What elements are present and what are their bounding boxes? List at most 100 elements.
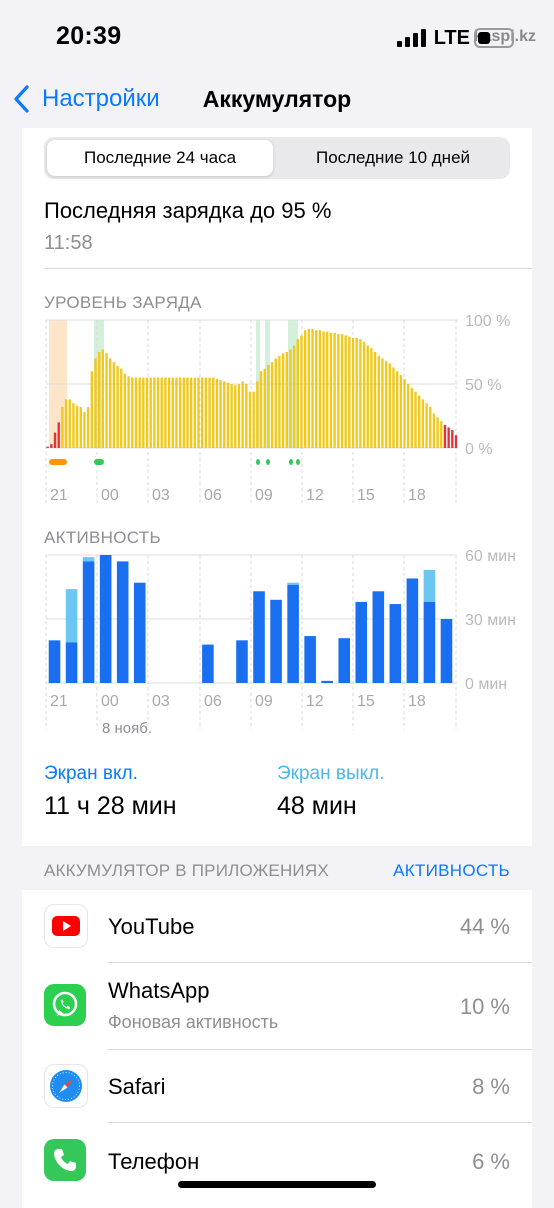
app-name: YouTube (108, 914, 195, 939)
app-percent: 6 % (472, 1149, 510, 1174)
screen-on-label: Экран вкл. (44, 763, 138, 784)
charging-indicator (94, 459, 104, 465)
x-tick-label: 03 (152, 693, 170, 710)
battery-bar (72, 403, 75, 448)
battery-bar (384, 360, 388, 448)
app-subtitle: Фоновая активность (108, 1012, 279, 1032)
last-charge-time: 11:58 (44, 232, 93, 254)
battery-bar (425, 403, 428, 448)
battery-bar (109, 358, 112, 448)
activity-bar-screen-on (406, 578, 419, 683)
battery-bar (57, 422, 60, 448)
app-row-safari[interactable]: Safari 8 % (22, 1050, 532, 1122)
x-tick-label: 21 (50, 487, 68, 504)
y-tick-label: 60 мин (465, 548, 516, 565)
battery-bar (61, 407, 64, 448)
x-tick-label: 00 (101, 487, 119, 504)
battery-bar (94, 358, 97, 448)
x-tick-label: 06 (204, 693, 222, 710)
app-row-phone[interactable]: Телефон 6 % (22, 1123, 532, 1195)
segment-last-24h[interactable]: Последние 24 часа (47, 140, 273, 176)
battery-bar (208, 377, 211, 448)
battery-bar (344, 335, 347, 448)
battery-bar (285, 352, 288, 448)
battery-bar (381, 358, 384, 448)
app-name: Телефон (108, 1149, 200, 1174)
battery-bar (351, 337, 355, 448)
battery-bar (429, 407, 432, 448)
battery-bar (289, 349, 292, 448)
app-row-youtube[interactable]: YouTube 44 % (22, 890, 532, 962)
battery-bar (410, 387, 414, 448)
divider (108, 1049, 532, 1050)
battery-bar (138, 377, 141, 448)
y-tick-label: 0 % (465, 441, 493, 458)
battery-bar (241, 381, 244, 448)
activity-bar-screen-off (423, 569, 436, 602)
battery-bar (149, 377, 152, 448)
activity-chart: 60 мин 30 мин 0 мин 21 00 03 06 09 12 15 18 (45, 548, 516, 730)
battery-bar (142, 377, 145, 448)
activity-bar-screen-on (338, 638, 351, 683)
app-percent: 44 % (459, 914, 510, 939)
segment-last-10d[interactable]: Последние 10 дней (315, 148, 471, 167)
battery-bar (395, 371, 399, 448)
battery-bar (315, 330, 318, 448)
activity-bar-screen-on (116, 561, 129, 683)
status-time: 20:39 (56, 22, 122, 50)
x-tick-label: 18 (408, 487, 426, 504)
activity-title: АКТИВНОСТЬ (44, 528, 161, 547)
battery-bar (68, 399, 71, 448)
battery-bar (263, 368, 266, 448)
battery-bar (171, 377, 174, 448)
battery-bar (212, 377, 215, 448)
back-label: Настройки (42, 85, 160, 112)
date-label: 8 нояб. (102, 720, 153, 737)
app-row-whatsapp[interactable]: WhatsApp Фоновая активность 10 % (22, 963, 532, 1049)
battery-bar (407, 384, 410, 448)
battery-bar (399, 375, 403, 448)
battery-bar (215, 378, 219, 448)
battery-bar (120, 368, 123, 448)
battery-bar (226, 382, 230, 448)
charging-indicator (256, 459, 260, 465)
battery-bar (392, 367, 395, 448)
apps-section-header: АККУМУЛЯТОР В ПРИЛОЖЕНИЯХ (44, 861, 329, 880)
battery-bar (145, 377, 149, 448)
battery-bar (370, 348, 373, 448)
activity-bar-screen-on (440, 619, 453, 683)
activity-bar-screen-off (287, 582, 299, 585)
activity-bar-screen-on (304, 636, 316, 683)
x-tick-label: 21 (50, 693, 68, 710)
battery-bar (193, 377, 197, 448)
battery-bar (197, 377, 200, 448)
home-indicator[interactable] (178, 1181, 376, 1188)
battery-bar (160, 377, 163, 448)
back-button[interactable]: Настройки (12, 84, 160, 114)
battery-bar (131, 377, 134, 448)
battery-bar (248, 391, 252, 448)
battery-bar (182, 377, 185, 448)
battery-bar (245, 384, 248, 448)
battery-bar (377, 355, 380, 448)
battery-bar (337, 334, 340, 448)
activity-bar-screen-off (82, 557, 95, 562)
battery-bar (300, 335, 303, 448)
battery-bar (366, 345, 369, 448)
battery-bar (414, 391, 417, 448)
chevron-left-icon (14, 85, 29, 113)
app-percent: 8 % (472, 1074, 510, 1099)
activity-bar-screen-on (372, 591, 385, 683)
battery-bar (307, 328, 311, 448)
charging-indicator (296, 459, 300, 465)
battery-bar (167, 377, 171, 448)
battery-bar (388, 363, 391, 448)
battery-bar (348, 336, 351, 448)
battery-bar (164, 377, 167, 448)
charging-indicator (49, 459, 67, 465)
battery-level-title: УРОВЕНЬ ЗАРЯДА (44, 293, 202, 312)
activity-toggle-link[interactable]: АКТИВНОСТЬ (393, 861, 510, 880)
activity-bar-screen-on (253, 591, 265, 683)
activity-bar-screen-on (48, 640, 61, 683)
battery-bar (252, 391, 255, 448)
